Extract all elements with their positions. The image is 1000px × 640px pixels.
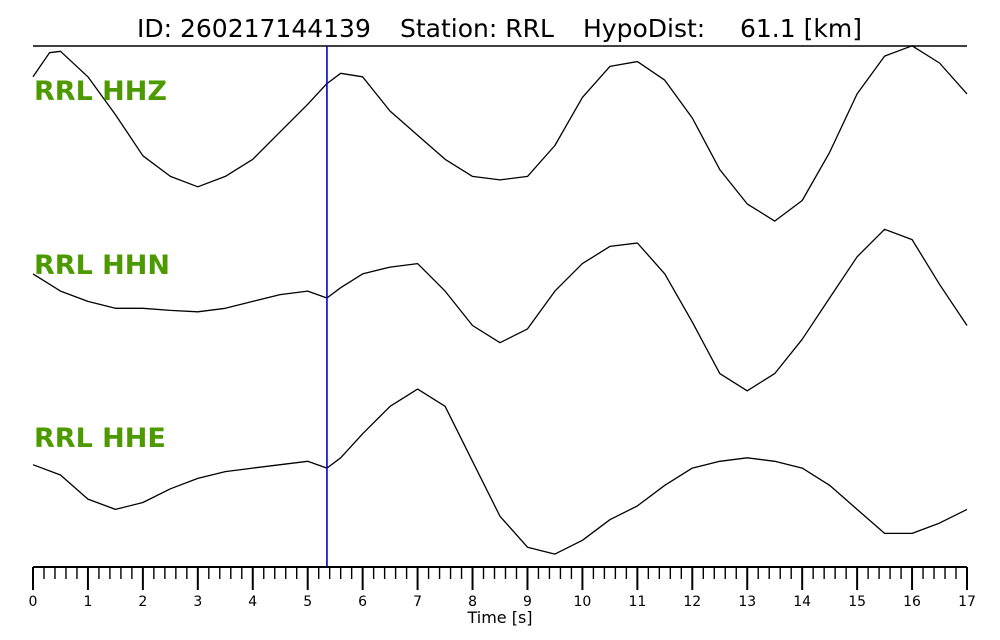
- x-tick-label: 8: [468, 594, 477, 610]
- channel-labels: RRL HHZ RRL HHN RRL HHE: [34, 76, 170, 454]
- x-tick-label: 9: [523, 594, 532, 610]
- hypodist-label: HypoDist:: [583, 14, 705, 43]
- x-tick-label: 4: [248, 594, 257, 610]
- x-tick-label: 7: [413, 594, 422, 610]
- trace-rrl-hhe: [32, 388, 968, 555]
- x-tick-label: 13: [738, 594, 756, 610]
- x-axis-label: Time [s]: [466, 608, 532, 627]
- x-tick-label: 10: [573, 594, 591, 610]
- x-tick-label: 5: [303, 594, 312, 610]
- trace-group: [32, 45, 968, 555]
- x-tick-label: 12: [683, 594, 701, 610]
- x-tick-label: 3: [193, 594, 202, 610]
- x-tick-label: 0: [29, 594, 38, 610]
- event-id-text: ID: 260217144139: [137, 14, 371, 43]
- x-tick-label: 16: [903, 594, 921, 610]
- channel-label-hhz: RRL HHZ: [34, 76, 167, 107]
- x-tick-label: 2: [138, 594, 147, 610]
- channel-label-hhe: RRL HHE: [34, 423, 166, 454]
- x-tick-label: 6: [358, 594, 367, 610]
- station-text: Station: RRL: [400, 14, 554, 43]
- x-tick-label: 14: [793, 594, 811, 610]
- trace-rrl-hhz: [32, 45, 968, 222]
- figure-title: ID: 260217144139 Station: RRL HypoDist: …: [137, 14, 862, 43]
- hypodist-value: 61.1 [km]: [740, 14, 862, 43]
- x-tick-group: 0 1 2 3 4 5 6 7 8 9 10 11 12 13 14 15 16 17: [29, 567, 976, 610]
- x-tick-label: 15: [848, 594, 866, 610]
- x-axis: 0 1 2 3 4 5 6 7 8 9 10 11 12 13 14 15 16 17 Time [s]: [29, 566, 976, 627]
- x-tick-label: 11: [628, 594, 646, 610]
- x-tick-label: 17: [958, 594, 976, 610]
- trace-rrl-hhn: [32, 228, 968, 392]
- x-tick-label: 1: [83, 594, 92, 610]
- channel-label-hhn: RRL HHN: [34, 250, 170, 281]
